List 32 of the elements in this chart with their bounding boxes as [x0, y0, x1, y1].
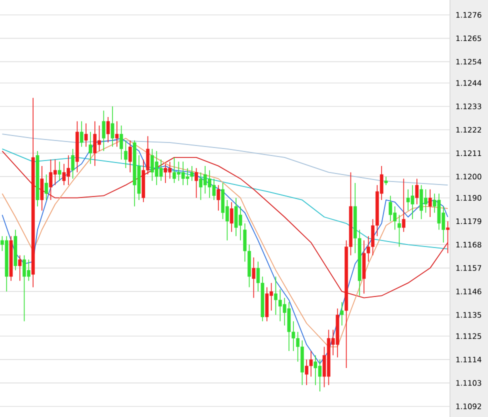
- candlestick: [106, 116, 110, 143]
- candlestick: [26, 259, 30, 282]
- candlestick: [428, 188, 432, 218]
- candlestick: [80, 120, 84, 148]
- candlestick: [415, 178, 419, 205]
- candlestick: [446, 220, 450, 254]
- candlestick: [44, 174, 48, 200]
- candlestick: [93, 120, 97, 166]
- candlestick: [18, 254, 22, 282]
- candlestick: [88, 132, 92, 164]
- candlestick: [420, 184, 424, 220]
- candlestick: [84, 122, 88, 148]
- candlestick: [230, 202, 234, 232]
- line-series: [2, 148, 448, 250]
- candlestick: [71, 148, 74, 180]
- candlestick: [58, 161, 62, 182]
- candlestick: [252, 257, 256, 298]
- candlestick: [216, 184, 220, 212]
- candlestick: [115, 120, 119, 148]
- candlestick: [128, 140, 132, 173]
- candlestick: [402, 178, 406, 232]
- candlestick: [124, 140, 128, 168]
- candlestick: [102, 110, 106, 152]
- candlestick: [40, 166, 44, 212]
- candlestick: [398, 214, 401, 248]
- candlestick: [194, 168, 198, 198]
- line-series: [2, 150, 448, 298]
- candlestick: [53, 159, 57, 186]
- candlestick: [265, 286, 269, 322]
- candlestick: [340, 302, 344, 326]
- candlestick: [120, 125, 124, 160]
- candlestick: [110, 106, 114, 148]
